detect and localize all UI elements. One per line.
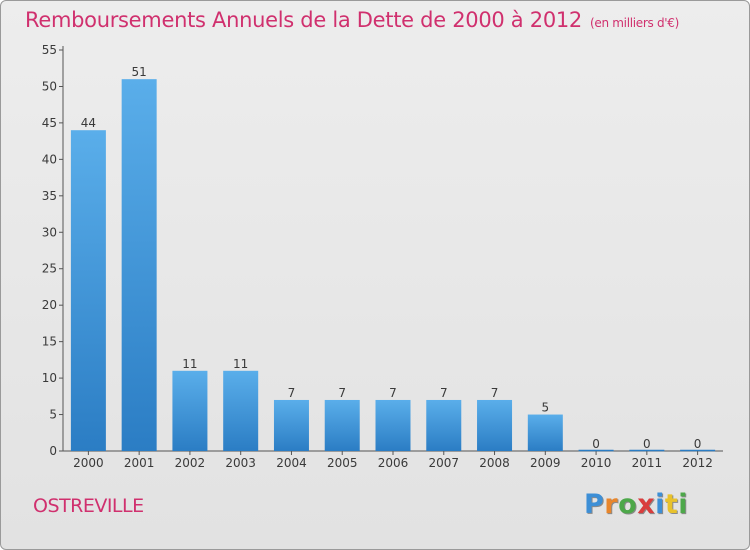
- x-tick-label-2010: 2010: [581, 456, 612, 470]
- x-tick-label-2000: 2000: [73, 456, 104, 470]
- y-tick-label: 0: [49, 444, 57, 458]
- bar-2000: [70, 130, 106, 451]
- bar-2009: [527, 414, 563, 451]
- x-axis: 2000 2001 2002 2003 2004 2005 2006 2007 2008 2009…: [63, 450, 723, 470]
- x-tick-label-2005: 2005: [327, 456, 358, 470]
- data-label-2001: 51: [132, 65, 147, 79]
- bar-2001: [121, 79, 157, 451]
- y-tick-label: 55: [42, 43, 57, 57]
- y-tick-label: 35: [42, 189, 57, 203]
- data-label-2006: 7: [389, 386, 397, 400]
- x-tick-label-2008: 2008: [479, 456, 510, 470]
- bar-2006: [375, 399, 411, 451]
- bar-2008: [477, 399, 513, 451]
- y-tick-label: 30: [42, 225, 57, 239]
- x-tick-label-2003: 2003: [225, 456, 256, 470]
- bar-2007: [426, 399, 462, 451]
- logo-letter: t: [664, 489, 679, 520]
- logo-letter: P: [584, 489, 605, 520]
- bar-2003: [223, 370, 259, 451]
- location-name: OSTREVILLE: [33, 495, 144, 517]
- title-text: Remboursements Annuels de la Dette de 20…: [25, 8, 582, 32]
- chart-title: Remboursements Annuels de la Dette de 20…: [25, 8, 679, 32]
- x-tick-label-2011: 2011: [632, 456, 663, 470]
- data-label-2000: 44: [81, 116, 96, 130]
- data-label-2004: 7: [288, 386, 296, 400]
- data-label-2011: 0: [643, 437, 651, 451]
- unit-subtitle: (en milliers d'€): [590, 16, 680, 30]
- y-tick-label: 25: [42, 262, 57, 276]
- data-label-2008: 7: [491, 386, 499, 400]
- x-tick-label-2004: 2004: [276, 456, 307, 470]
- data-label-2005: 7: [338, 386, 346, 400]
- x-tick-label-2012: 2012: [682, 456, 713, 470]
- logo-letter: i: [655, 489, 665, 520]
- data-label-2007: 7: [440, 386, 448, 400]
- x-tick-label-2001: 2001: [124, 456, 155, 470]
- y-tick-label: 45: [42, 116, 57, 130]
- bar-2004: [273, 399, 309, 451]
- y-tick-label: 20: [42, 298, 57, 312]
- bar-2002: [172, 370, 208, 451]
- y-axis: 0 5 10 15 20 25 30 35 40 45 50 55: [42, 43, 64, 458]
- y-tick-label: 50: [42, 79, 57, 93]
- x-tick-label-2007: 2007: [428, 456, 459, 470]
- y-tick-label: 10: [42, 371, 57, 385]
- data-label-2010: 0: [592, 437, 600, 451]
- bar-2005: [324, 399, 360, 451]
- y-tick-label: 5: [49, 408, 57, 422]
- bars-group: 44 51 11 11 7 7 7 7 7 5 0 0 0: [70, 65, 716, 452]
- proxiti-logo: Proxiti: [584, 489, 688, 520]
- logo-letter: o: [618, 489, 638, 520]
- y-tick-label: 40: [42, 152, 57, 166]
- logo-letter: x: [637, 489, 656, 520]
- data-label-2003: 11: [233, 357, 248, 371]
- logo-letter: r: [604, 489, 619, 520]
- x-tick-label-2002: 2002: [175, 456, 206, 470]
- y-tick-label: 15: [42, 335, 57, 349]
- x-tick-label-2006: 2006: [378, 456, 409, 470]
- data-label-2012: 0: [694, 437, 702, 451]
- x-tick-label-2009: 2009: [530, 456, 561, 470]
- logo-letter: i: [678, 489, 689, 520]
- data-label-2002: 11: [182, 357, 197, 371]
- data-label-2009: 5: [541, 401, 549, 415]
